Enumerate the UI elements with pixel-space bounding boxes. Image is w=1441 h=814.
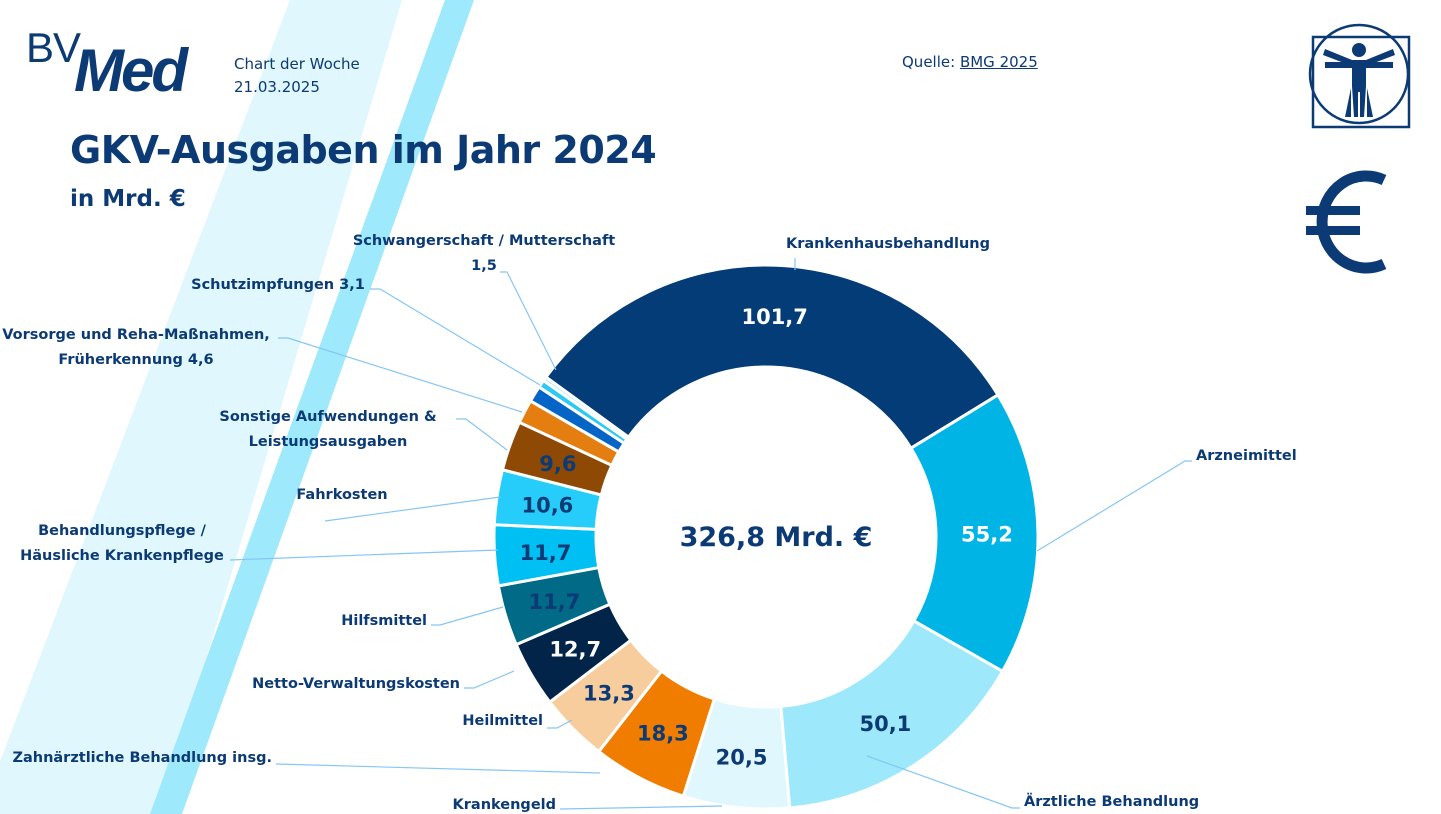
leader-line-sonstige-aufwendungen-leistungsausgaben [456, 418, 508, 451]
leader-line-arzneimittel [1036, 460, 1192, 552]
category-label-netto-verwaltungskosten: Netto-Verwaltungskosten [252, 676, 460, 692]
leader-line-zahnarztliche-behandlung-insg [275, 763, 601, 774]
source-prefix: Quelle: [902, 53, 956, 71]
bvmed-logo: BV Med [26, 24, 216, 104]
source-link[interactable]: BMG 2025 [959, 53, 1038, 71]
leader-lines [229, 258, 1192, 810]
category-label-krankenhausbehandlung: Krankenhausbehandlung [786, 236, 990, 252]
slice-value-labels: 101,7 55,2 50,1 20,5 18,313,3 12,7 11,7 11,7 10,… [520, 305, 1013, 769]
slice-category-labels: Krankenhausbehandlung Arzneimittel Ärztlic… [2, 233, 1296, 813]
leader-line-heilmittel [547, 719, 573, 729]
center-total-label: 326,8 Mrd. € [680, 522, 873, 553]
chart-meta: Chart der Woche 21.03.2025 [234, 53, 360, 99]
category-label-arztliche-behandlung: Ärztliche Behandlung [1024, 793, 1199, 810]
category-label-fahrkosten: Fahrkosten [296, 487, 387, 503]
logo-bv-text: BV [26, 24, 81, 71]
leader-line-fahrkosten [324, 496, 501, 522]
leader-line-behandlungspflege-hausliche-krankenpflege [229, 549, 499, 561]
category-label-arzneimittel: Arzneimittel [1196, 448, 1297, 464]
value-label-netto-verwaltungskosten: 12,7 [549, 638, 601, 662]
slice-unbeschriftet[interactable] [541, 375, 631, 442]
category-label-vorsorge-und-reha-massnahmen-fruherkennung: Vorsorge und Reha-Maßnahmen, Früherkennun… [2, 327, 270, 368]
slice-krankenhausbehandlung[interactable] [543, 263, 1001, 451]
chart-title: GKV-Ausgaben im Jahr 2024 [70, 128, 657, 172]
publish-date: 21.03.2025 [234, 78, 320, 96]
leader-line-krankengeld [559, 805, 723, 810]
leader-line-arztliche-behandlung [866, 755, 1020, 809]
category-label-hilfsmittel: Hilfsmittel [341, 613, 427, 629]
category-label-behandlungspflege-hausliche-krankenpflege: Behandlungspflege / Häusliche Krankenpfle… [20, 523, 224, 564]
stripe-light [0, 0, 402, 814]
value-label-arztliche-behandlung: 50,1 [859, 712, 911, 736]
category-label-schutzimpfungen: Schutzimpfungen 3,1 [191, 277, 365, 293]
category-label-zahnarztliche-behandlung-insg: Zahnärztliche Behandlung insg. [12, 750, 272, 766]
category-label-heilmittel: Heilmittel [462, 713, 543, 729]
category-label-schwangerschaft-mutterschaft: Schwangerschaft / Mutterschaft 1,5 [353, 233, 615, 274]
value-label-sonstige-aufwendungen-leistungsausgaben: 9,6 [539, 452, 576, 476]
logo-med-text: Med [74, 37, 188, 104]
euro-icon [1306, 170, 1387, 274]
category-label-krankengeld: Krankengeld [453, 797, 556, 813]
series-label: Chart der Woche [234, 55, 360, 73]
value-label-fahrkosten: 10,6 [521, 494, 573, 518]
donut-slices [492, 263, 1040, 811]
vitruvian-man-icon [1308, 23, 1411, 129]
leader-line-hilfsmittel [431, 606, 504, 626]
leader-line-netto-verwaltungskosten [464, 670, 515, 689]
source-line: Quelle: BMG 2025 [902, 53, 1038, 71]
leader-line-vorsorge-und-reha-massnahmen-fruherkennung [278, 337, 523, 413]
leader-line-schutzimpfungen [370, 288, 541, 386]
category-label-sonstige-aufwendungen-leistungsausgaben: Sonstige Aufwendungen & Leistungsausgaben [219, 409, 437, 450]
value-label-behandlungspflege-hausliche-krankenpflege: 11,7 [520, 541, 572, 565]
slice-arzneimittel[interactable] [908, 392, 1040, 674]
value-label-krankenhausbehandlung: 101,7 [741, 305, 807, 329]
value-label-arzneimittel: 55,2 [961, 522, 1013, 546]
chart-subtitle: in Mrd. € [70, 186, 186, 212]
leader-line-schwangerschaft-mutterschaft [500, 271, 557, 371]
value-label-krankengeld: 20,5 [716, 746, 768, 770]
stripe-mid [150, 0, 474, 814]
value-label-hilfsmittel: 11,7 [529, 590, 581, 614]
value-label-heilmittel: 13,3 [583, 681, 635, 705]
value-label-zahnarztliche-behandlung-insg: 18,3 [637, 721, 689, 745]
